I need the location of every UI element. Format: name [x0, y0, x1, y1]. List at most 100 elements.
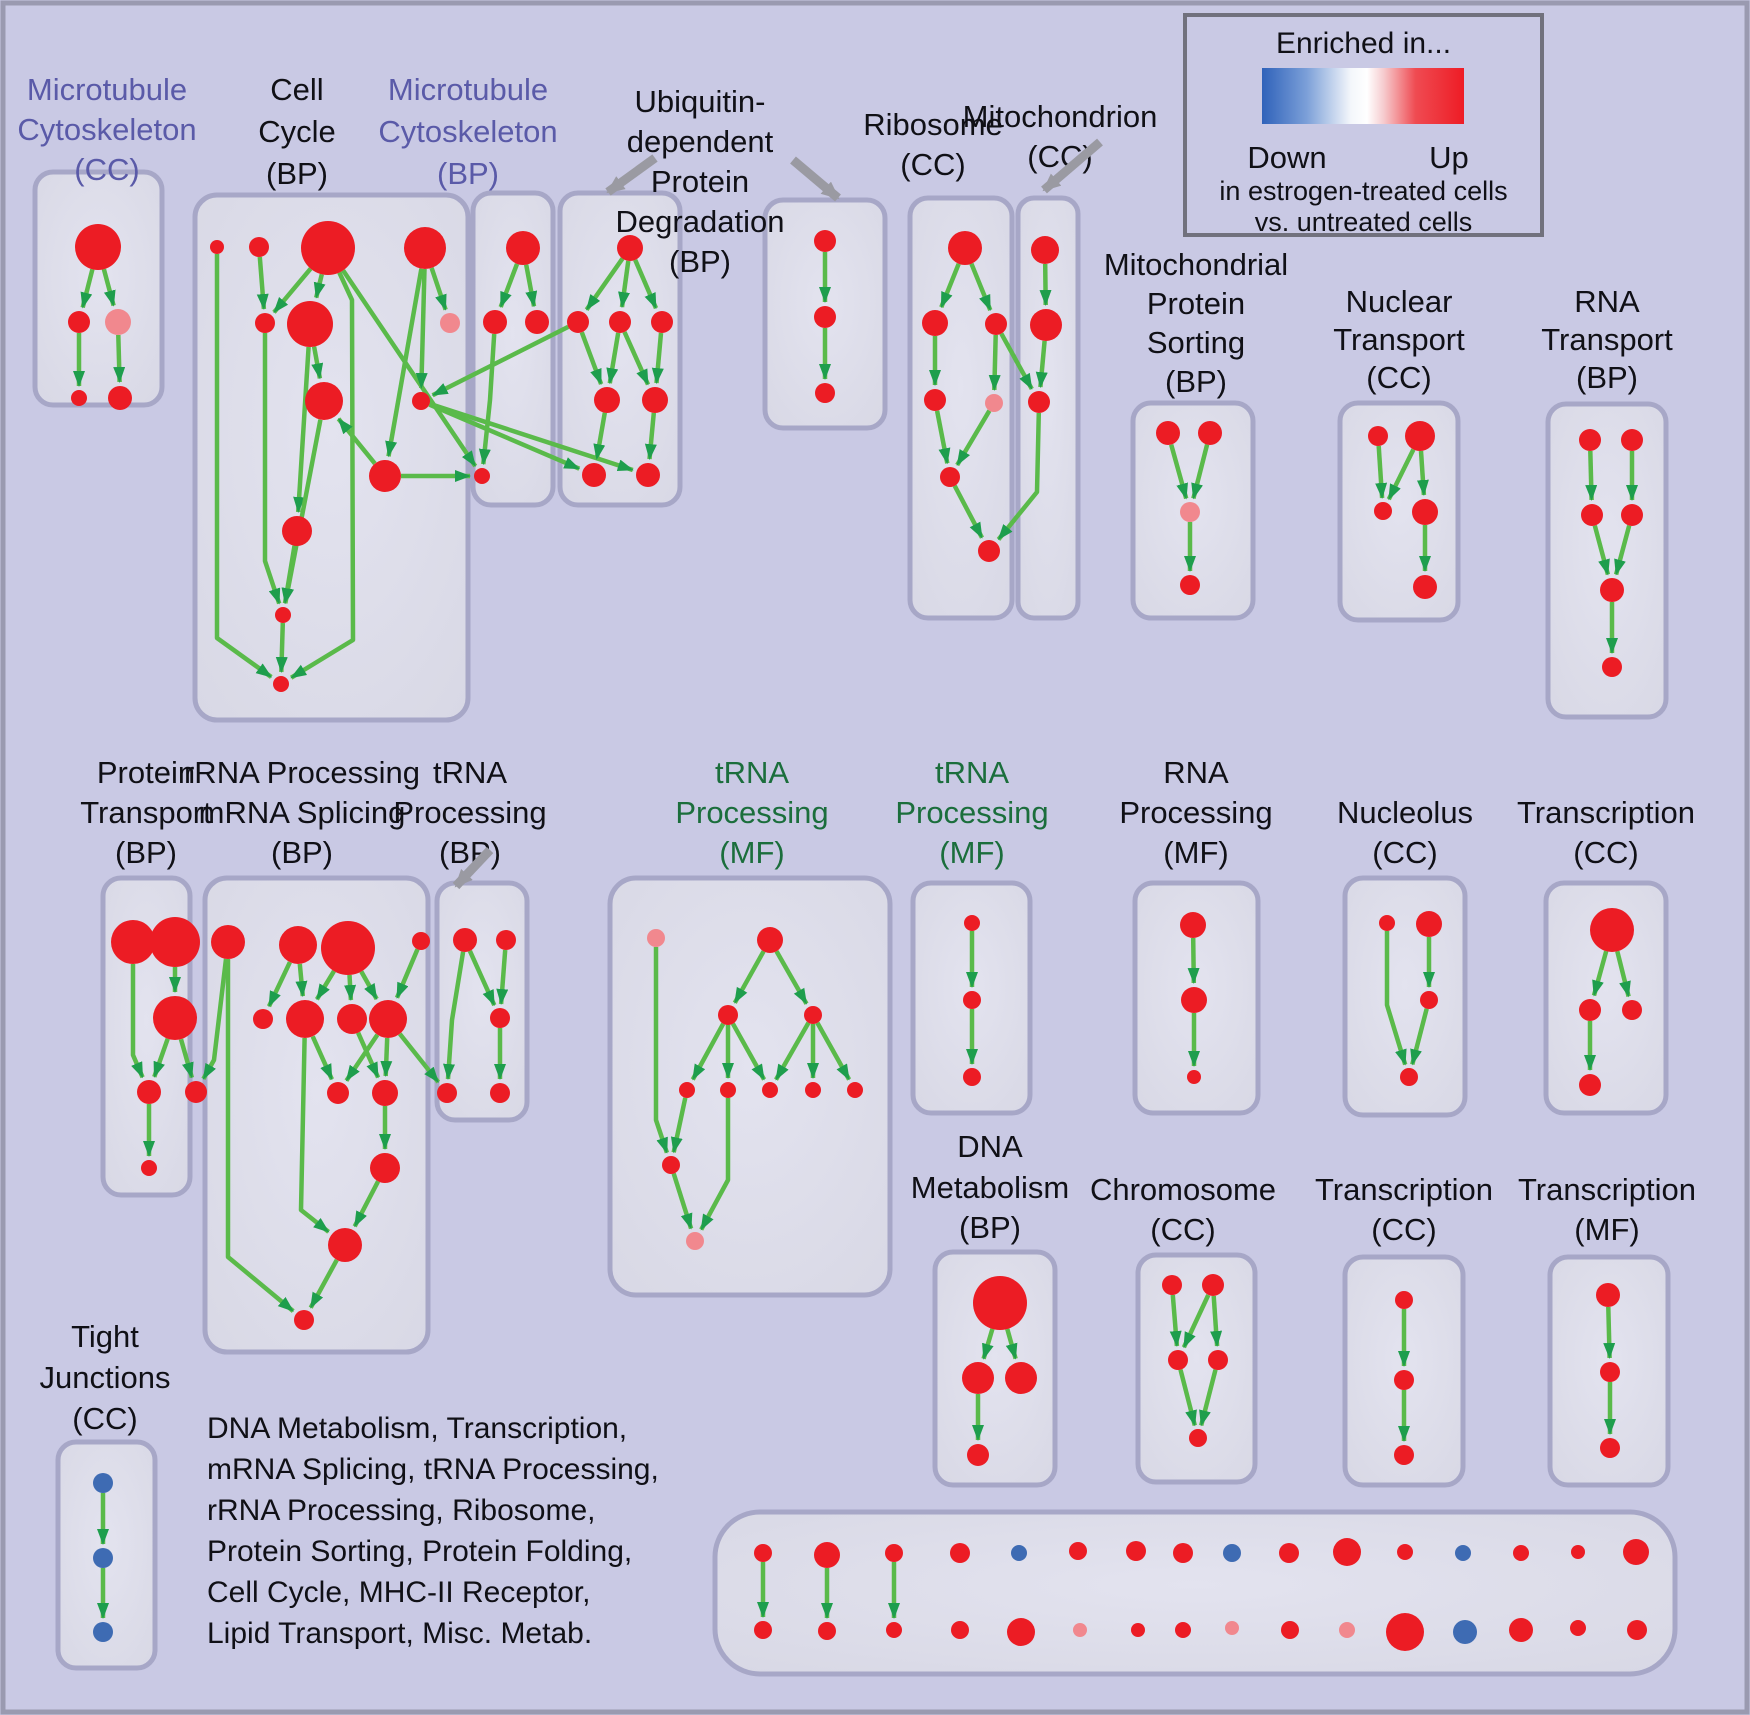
label-tight-junctions-cc-line3: (CC) — [72, 1401, 137, 1436]
node-g9 — [847, 1082, 863, 1098]
node-bb4t — [950, 1543, 970, 1563]
node-bb1b — [754, 1621, 772, 1639]
edge-q6-q12 — [298, 1037, 330, 1234]
edge-u3-u6 — [622, 331, 651, 386]
edge-g2-g4 — [774, 950, 809, 1005]
node-bb15b — [1570, 1620, 1586, 1636]
node-bb11b — [1339, 1622, 1355, 1638]
node-bb13b — [1453, 1620, 1477, 1644]
node-r5 — [985, 394, 1003, 412]
edge-z1-z2 — [1603, 1306, 1616, 1359]
pointer-arrow-1 — [605, 154, 658, 196]
label-microtubule-bp-line1: Microtubule — [388, 72, 548, 107]
edge-g4-g7 — [774, 1021, 811, 1081]
edge-b10-b11 — [281, 545, 297, 605]
node-c3 — [525, 310, 549, 334]
label-ubiquitin-bp-line4: Degradation — [616, 204, 785, 239]
node-q10 — [372, 1080, 398, 1106]
edge-b5-b10 — [293, 346, 311, 513]
node-bb3t — [885, 1544, 903, 1562]
edge-u5-u7 — [593, 412, 608, 461]
edge-g1-g10 — [653, 947, 670, 1154]
node-bb12t — [1397, 1544, 1413, 1560]
label-nucleolus-cc-line1: Nucleolus — [1337, 795, 1473, 830]
node-g8 — [805, 1082, 821, 1098]
edge-u4-u6 — [651, 332, 664, 385]
group-box-nuclear-transport-cc — [1337, 400, 1461, 623]
edge-t2-t3 — [496, 949, 509, 1005]
node-y2 — [1394, 1370, 1414, 1390]
edge-u1-u4 — [633, 259, 659, 310]
legend-up-label: Up — [1429, 140, 1469, 175]
legend-title: Enriched in... — [1276, 27, 1451, 60]
edge-s1-s3 — [1169, 443, 1189, 500]
node-m3 — [1622, 1000, 1642, 1020]
label-rrna-processing-bp-line2: mRNA Splicing — [199, 795, 406, 830]
edge-g3-g7 — [730, 1022, 767, 1081]
node-b7 — [305, 382, 343, 420]
node-l3 — [1420, 991, 1438, 1009]
edge-p3-p4 — [152, 1038, 170, 1078]
label-trna-processing-mf-a-line1: tRNA — [715, 755, 789, 790]
edge-r3-o3 — [999, 332, 1034, 390]
node-e3 — [1581, 504, 1603, 526]
node-z2 — [1600, 1362, 1620, 1382]
edge-x1-x3 — [1169, 1294, 1182, 1347]
edge-q3-q7 — [344, 974, 357, 1001]
node-q1 — [211, 925, 245, 959]
edge-c1-c2 — [498, 263, 520, 308]
label-protein-transport-bp-line3: (BP) — [115, 835, 177, 870]
node-b3 — [404, 227, 446, 269]
edge-q4-q8 — [394, 948, 420, 999]
node-x1 — [1162, 1275, 1182, 1295]
label-microtubule-bp-line3: (BP) — [437, 156, 499, 191]
node-g7 — [762, 1082, 778, 1098]
legend-gradient-bar — [1262, 68, 1464, 124]
edge-x4-x5 — [1199, 1369, 1218, 1427]
node-u7 — [582, 463, 606, 487]
node-u6 — [642, 387, 668, 413]
edge-e1-e3 — [1585, 450, 1598, 501]
edge-b9-b7 — [336, 417, 377, 466]
edge-m1-m3 — [1615, 950, 1631, 998]
edge-n2-n4 — [1416, 450, 1429, 496]
node-x5 — [1189, 1429, 1207, 1447]
edge-m1-m2 — [1591, 950, 1609, 997]
node-b10 — [282, 516, 312, 546]
node-bb5b — [1007, 1618, 1035, 1646]
node-n1 — [1368, 426, 1388, 446]
label-mito-protein-sorting-bp-line4: (BP) — [1165, 364, 1227, 399]
node-q9 — [327, 1082, 349, 1104]
node-d1 — [973, 1276, 1027, 1330]
node-k1 — [1180, 912, 1206, 938]
edge-p3-p5 — [178, 1038, 195, 1079]
node-e5 — [1600, 578, 1624, 602]
node-c1 — [506, 231, 540, 265]
label-rna-processing-mf-line1: RNA — [1163, 755, 1229, 790]
node-l2 — [1416, 911, 1442, 937]
edge-g2-g3 — [732, 950, 766, 1004]
edge-c1-c3 — [523, 264, 538, 308]
edge-r1-r3 — [969, 262, 993, 312]
node-g11 — [686, 1232, 704, 1250]
node-o1 — [1031, 236, 1059, 264]
node-r7 — [978, 540, 1000, 562]
label-chromosome-cc-line1: Chromosome — [1090, 1172, 1276, 1207]
node-s2 — [1198, 421, 1222, 445]
misc-categories-text-line3: rRNA Processing, Ribosome, — [207, 1494, 595, 1527]
label-rna-processing-mf-line3: (MF) — [1163, 835, 1228, 870]
node-t3 — [490, 1008, 510, 1028]
label-nucleolus-cc-line2: (CC) — [1372, 835, 1437, 870]
node-bb3b — [886, 1622, 902, 1638]
node-p6 — [141, 1160, 157, 1176]
node-bb14b — [1509, 1618, 1533, 1642]
label-chromosome-cc-line2: (CC) — [1150, 1212, 1215, 1247]
node-b4 — [255, 313, 275, 333]
node-c4 — [474, 468, 490, 484]
misc-categories-text-line6: Lipid Transport, Misc. Metab. — [207, 1617, 592, 1650]
legend-down-label: Down — [1247, 140, 1326, 175]
node-bb12b — [1386, 1613, 1424, 1651]
node-h3 — [963, 1068, 981, 1086]
node-r1 — [948, 231, 982, 265]
